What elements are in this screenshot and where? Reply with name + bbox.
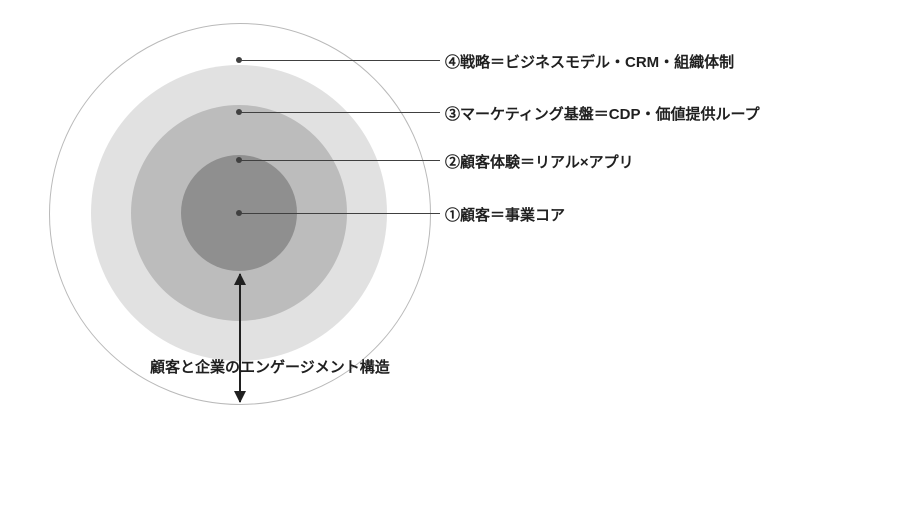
- engagement-caption: 顧客と企業のエンゲージメント構造: [150, 356, 390, 377]
- leader-line-2: [239, 160, 440, 161]
- label-1-customer: ①顧客＝事業コア: [445, 204, 565, 225]
- leader-line-4: [239, 60, 440, 61]
- engagement-arrow-head-up: [234, 273, 246, 285]
- label-3-marketing: ③マーケティング基盤＝CDP・価値提供ループ: [445, 103, 760, 124]
- leader-dot-4: [236, 57, 242, 63]
- engagement-arrow-line: [239, 274, 241, 402]
- leader-dot-1: [236, 210, 242, 216]
- leader-line-3: [239, 112, 440, 113]
- leader-line-1: [239, 213, 440, 214]
- label-2-experience: ②顧客体験＝リアル×アプリ: [445, 151, 634, 172]
- diagram-canvas: { "layout": { "canvas_w": 908, "canvas_h…: [0, 0, 908, 511]
- engagement-arrow-head-down: [234, 391, 246, 403]
- leader-dot-3: [236, 109, 242, 115]
- label-4-strategy: ④戦略＝ビジネスモデル・CRM・組織体制: [445, 51, 734, 72]
- leader-dot-2: [236, 157, 242, 163]
